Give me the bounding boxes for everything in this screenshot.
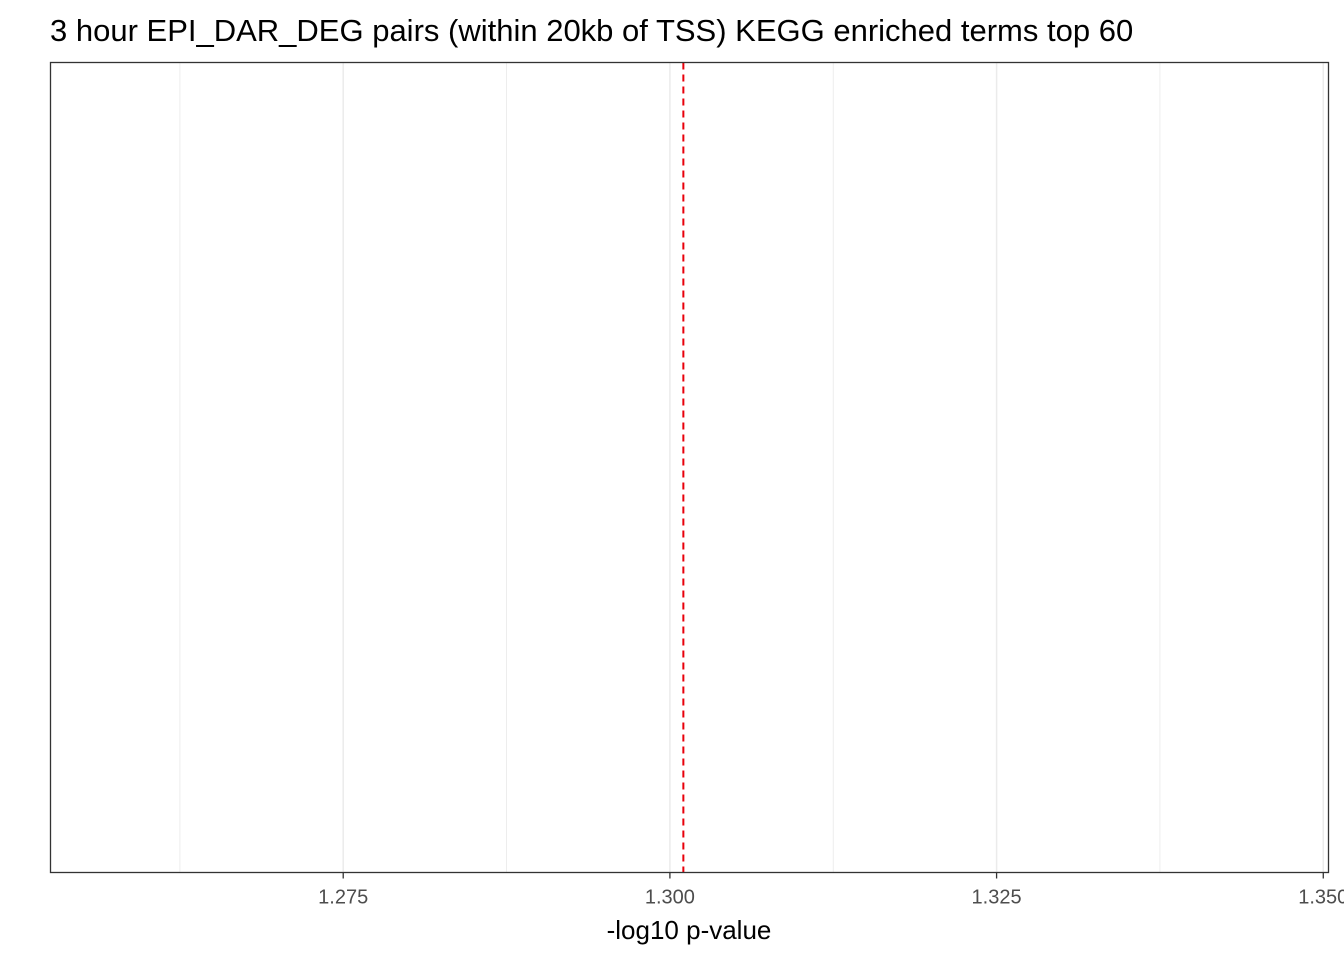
chart-title: 3 hour EPI_DAR_DEG pairs (within 20kb of… — [50, 13, 1133, 48]
panel-border — [49, 61, 1330, 874]
minor-gridlines — [179, 62, 1161, 873]
x-tick-label: 1.350 — [1298, 887, 1344, 909]
x-tick-label: 1.325 — [972, 887, 1022, 909]
x-tick-label: 1.275 — [318, 887, 368, 909]
x-axis-tick-labels: 1.275 1.300 1.325 1.350 — [318, 887, 1344, 909]
x-axis-ticks — [342, 872, 1324, 879]
x-tick-label: 1.300 — [645, 887, 695, 909]
major-gridlines — [342, 62, 1325, 873]
x-axis-title: -log10 p-value — [607, 915, 772, 945]
